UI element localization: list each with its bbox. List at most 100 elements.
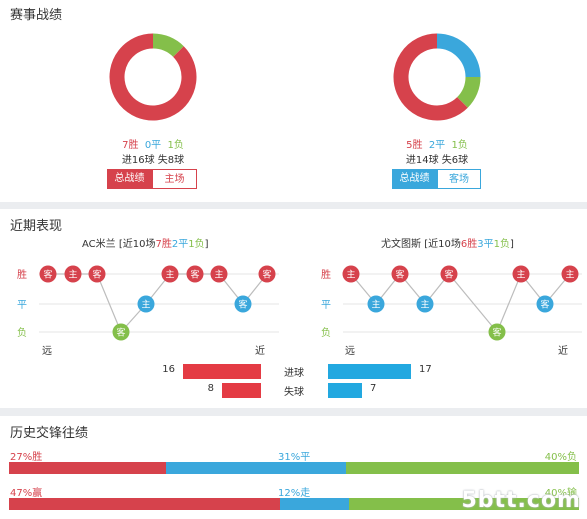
- away-goals-value: 17: [419, 364, 432, 375]
- home-form-venue: 客: [92, 269, 101, 281]
- home-total-tab[interactable]: 总战绩: [107, 169, 152, 189]
- home-form-venue: 客: [190, 269, 199, 281]
- h2h-draw-bar: [166, 462, 346, 474]
- away-venue-tab[interactable]: 客场: [437, 169, 481, 189]
- home-venue-tab[interactable]: 主场: [152, 169, 197, 189]
- home-recent-wins: 7胜: [155, 239, 172, 250]
- away-form-venue: 主: [420, 299, 429, 311]
- h2h-title: 历史交锋往绩: [10, 426, 89, 441]
- home-recent-header: AC米兰 [近10场7胜2平1负]: [82, 235, 209, 250]
- away-conceded-bar: [328, 383, 362, 398]
- home-form-point: [39, 265, 57, 283]
- away-form-point: [561, 265, 579, 283]
- away-recent-header: 尤文图斯 [近10场6胜3平1负]: [381, 235, 514, 250]
- home-form-point: [137, 295, 155, 313]
- home-recent-suffix: ]: [204, 239, 209, 250]
- home-form-point: [161, 265, 179, 283]
- away-recent-draws: 3平: [477, 239, 494, 250]
- home-record-win: 7胜: [122, 140, 139, 151]
- away-goals-text: 进14球: [405, 155, 439, 166]
- h2h-win-bar: [9, 462, 166, 474]
- away-slice-draw: [436, 33, 481, 78]
- home-goals-bar: [183, 364, 261, 379]
- home-team-name: AC米兰: [82, 239, 116, 250]
- h2h-cover-win-label: 47%赢: [10, 488, 43, 499]
- home-form-chart: 胜平负客主客客主主客主客客远近: [17, 265, 279, 357]
- home-form-venue: 主: [141, 299, 150, 311]
- h2h-cover-push-label: 12%走: [278, 488, 311, 499]
- home-axis-draw: 平: [17, 300, 27, 311]
- goals-label: 进球: [284, 368, 304, 379]
- watermark-logo: 5btt.com: [461, 488, 581, 513]
- away-record-loss: 1负: [451, 140, 468, 151]
- away-form-point: [391, 265, 409, 283]
- away-far-label: 远: [345, 345, 355, 357]
- home-near-label: 近: [255, 344, 265, 357]
- away-form-point: [342, 265, 360, 283]
- home-form-point: [186, 265, 204, 283]
- away-slice-loss: [456, 76, 481, 108]
- away-axis-loss: 负: [321, 326, 331, 339]
- away-total-tab[interactable]: 总战绩: [392, 169, 437, 189]
- h2h-cover-loss-label: 40%输: [544, 488, 577, 499]
- away-recent-suffix: ]: [509, 239, 514, 250]
- home-form-venue: 主: [214, 269, 223, 281]
- home-form-venue: 主: [165, 269, 174, 281]
- home-recent-prefix: [近10场: [118, 239, 156, 250]
- away-record-summary: 5胜 2平 1负: [387, 136, 487, 151]
- home-far-label: 远: [42, 345, 52, 357]
- recent-panel: 近期表现 AC米兰 [近10场7胜2平1负] 尤文图斯 [近10场6胜3平1负]…: [0, 209, 587, 408]
- h2h-panel: 历史交锋往绩 27%胜 31%平 40%负 47%赢 12%走 40%输: [0, 416, 587, 519]
- h2h-cover-push-bar: [280, 498, 349, 510]
- away-recent-prefix: [近10场: [424, 239, 461, 250]
- home-form-venue: 客: [43, 269, 52, 281]
- record-panel: 赛事战绩 7胜 0平 1负 进16球 失8球 总战绩 主场 5胜 2平 1负 进…: [0, 0, 587, 202]
- away-goals-bar: [328, 364, 411, 379]
- away-team-name: 尤文图斯: [381, 239, 421, 250]
- home-form-venue: 客: [116, 327, 125, 339]
- away-form-point: [488, 323, 506, 341]
- away-conceded-text: 失6球: [441, 155, 469, 166]
- home-record-draw: 0平: [144, 140, 162, 151]
- home-recent-draws: 2平: [171, 239, 189, 250]
- home-form-point: [112, 323, 130, 341]
- away-recent-losses: 1负: [493, 239, 510, 250]
- away-slice-win: [393, 33, 468, 121]
- away-axis-win: 胜: [321, 269, 331, 281]
- away-form-venue: 主: [565, 269, 574, 281]
- home-conceded-text: 失8球: [157, 155, 185, 166]
- h2h-win-label: 27%胜: [10, 452, 43, 463]
- away-recent-wins: 6胜: [460, 239, 478, 250]
- home-form-point: [258, 265, 276, 283]
- away-near-label: 近: [558, 344, 568, 357]
- away-form-chart: 胜平负主主客主客客主客主远近: [321, 265, 582, 357]
- home-form-venue: 客: [238, 299, 247, 311]
- home-axis-win: 胜: [17, 269, 27, 281]
- away-record-goals: 进14球 失6球: [387, 151, 487, 166]
- home-form-point: [64, 265, 82, 283]
- away-record-donut: [393, 33, 481, 121]
- h2h-loss-label: 40%负: [544, 452, 577, 463]
- away-form-venue: 客: [492, 327, 501, 339]
- home-goals-text: 进16球: [121, 155, 155, 166]
- home-form-venue: 客: [262, 269, 271, 281]
- home-record-goals: 进16球 失8球: [103, 151, 203, 166]
- h2h-draw-label: 31%平: [278, 452, 311, 463]
- record-title: 赛事战绩: [10, 8, 63, 23]
- h2h-cover-loss-bar: [349, 498, 579, 510]
- away-axis-draw: 平: [321, 300, 331, 311]
- home-slice-loss: [152, 33, 184, 58]
- away-conceded-value: 7: [370, 383, 377, 394]
- away-form-venue: 主: [516, 269, 525, 281]
- recent-title: 近期表现: [10, 219, 63, 234]
- away-form-venue: 客: [540, 299, 549, 311]
- home-form-point: [234, 295, 252, 313]
- away-record-draw: 2平: [428, 140, 446, 151]
- away-form-point: [512, 265, 530, 283]
- home-conceded-value: 8: [207, 383, 214, 394]
- home-recent-losses: 1负: [188, 239, 205, 250]
- home-slice-win: [109, 33, 197, 121]
- home-form-point: [88, 265, 106, 283]
- home-record-summary: 7胜 0平 1负: [103, 136, 203, 151]
- home-conceded-bar: [222, 383, 261, 398]
